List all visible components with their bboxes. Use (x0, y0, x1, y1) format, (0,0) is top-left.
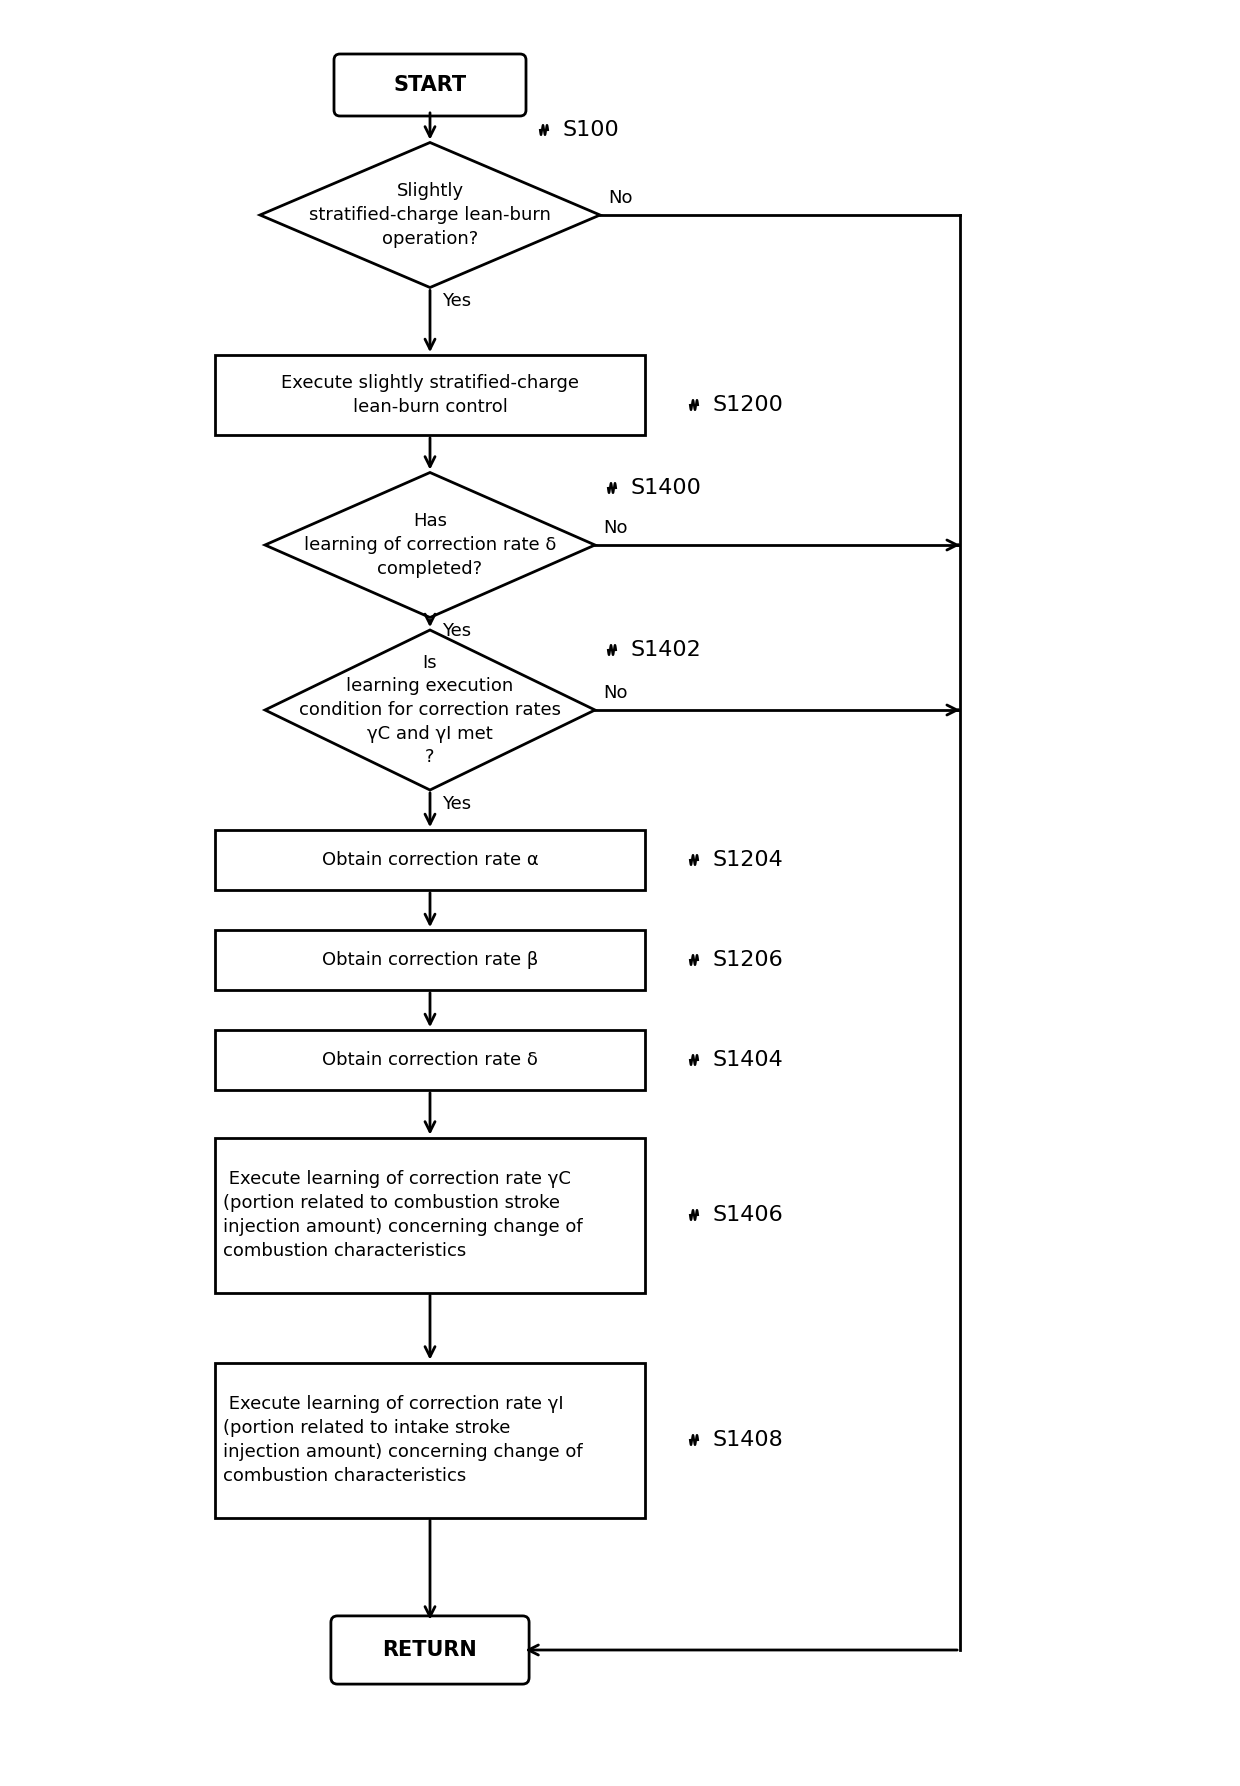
Text: Obtain correction rate α: Obtain correction rate α (321, 850, 538, 870)
Text: RETURN: RETURN (383, 1640, 477, 1659)
Text: No: No (603, 520, 627, 538)
Text: S1200: S1200 (712, 395, 782, 414)
Text: S1408: S1408 (712, 1431, 782, 1450)
Text: Execute slightly stratified-charge
lean-burn control: Execute slightly stratified-charge lean-… (281, 373, 579, 416)
Bar (215, 1363, 645, 1518)
Text: S100: S100 (562, 120, 619, 139)
Text: Obtain correction rate β: Obtain correction rate β (322, 950, 538, 970)
Polygon shape (260, 143, 600, 288)
Polygon shape (265, 473, 595, 618)
Text: Yes: Yes (441, 293, 471, 311)
Text: S1404: S1404 (712, 1050, 782, 1070)
Text: START: START (393, 75, 466, 95)
Text: S1400: S1400 (630, 479, 701, 498)
Text: Slightly
stratified-charge lean-burn
operation?: Slightly stratified-charge lean-burn ope… (309, 182, 551, 248)
Text: S1206: S1206 (712, 950, 782, 970)
Bar (215, 355, 645, 436)
Text: S1402: S1402 (630, 639, 701, 661)
Bar (215, 931, 645, 989)
FancyBboxPatch shape (334, 54, 526, 116)
Text: No: No (608, 189, 632, 207)
Text: Execute learning of correction rate γI
(portion related to intake stroke
injecti: Execute learning of correction rate γI (… (223, 1395, 583, 1486)
Text: Has
learning of correction rate δ
completed?: Has learning of correction rate δ comple… (304, 513, 557, 577)
Polygon shape (265, 630, 595, 789)
Bar (215, 830, 645, 889)
FancyBboxPatch shape (331, 1616, 529, 1684)
Text: S1406: S1406 (712, 1206, 782, 1225)
Text: Execute learning of correction rate γC
(portion related to combustion stroke
inj: Execute learning of correction rate γC (… (223, 1170, 583, 1261)
Text: No: No (603, 684, 627, 702)
Text: S1204: S1204 (712, 850, 782, 870)
Bar (215, 1031, 645, 1089)
Text: Yes: Yes (441, 795, 471, 813)
Text: Yes: Yes (441, 623, 471, 641)
Bar (215, 1138, 645, 1293)
Text: Is
learning execution
condition for correction rates
γC and γI met
?: Is learning execution condition for corr… (299, 654, 560, 766)
Text: Obtain correction rate δ: Obtain correction rate δ (322, 1050, 538, 1070)
